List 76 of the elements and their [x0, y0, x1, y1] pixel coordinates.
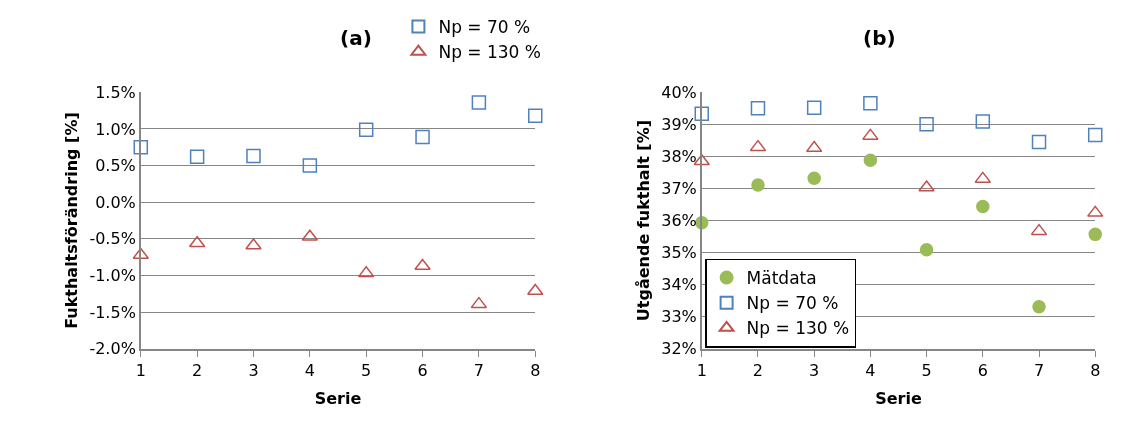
legend-label: Np = 70 % — [746, 293, 839, 314]
y-axis-title: Utgående fukthalt [%] — [633, 119, 653, 322]
legend-label: Np = 130 % — [438, 42, 541, 63]
y-tick-label: 1.0% — [95, 119, 136, 139]
x-tick-label: 1 — [696, 360, 707, 380]
chart-title: (a) — [340, 26, 372, 50]
y-tick-label: 32% — [661, 339, 697, 359]
chart-title: (b) — [863, 26, 896, 50]
y-tick-label: 36% — [661, 211, 697, 231]
point — [751, 178, 765, 192]
x-axis-title: Serie — [314, 388, 362, 408]
point — [806, 100, 822, 115]
y-tick-label: 0.0% — [95, 192, 136, 212]
y-tick-label: 33% — [661, 307, 697, 327]
x-tick-label: 5 — [361, 360, 372, 380]
point — [1031, 134, 1047, 150]
point — [528, 108, 543, 123]
x-tick-label: 2 — [752, 360, 764, 380]
point — [976, 199, 990, 214]
x-tick-label: 3 — [809, 360, 820, 380]
x-axis-title: Serie — [875, 388, 922, 408]
y-tick-label: -1.0% — [89, 266, 136, 286]
legend-label: Np = 70 % — [438, 17, 531, 38]
point — [749, 139, 767, 152]
y-tick-label: -1.5% — [89, 302, 136, 322]
x-tick-label: 7 — [1033, 360, 1045, 380]
point — [246, 148, 261, 164]
point — [862, 128, 879, 140]
point — [132, 247, 150, 260]
y-tick-label: 39% — [661, 114, 697, 134]
point — [414, 258, 431, 271]
x-tick-label: 6 — [417, 360, 428, 380]
point — [133, 140, 149, 155]
point — [863, 95, 878, 111]
y-tick-label: 38% — [661, 147, 697, 167]
y-tick-label: -0.5% — [89, 229, 136, 249]
point — [919, 243, 934, 257]
point — [1032, 300, 1046, 314]
point — [750, 101, 766, 116]
y-tick-label: 37% — [661, 179, 697, 199]
x-tick-label: 5 — [921, 360, 932, 380]
y-axis-title: Fukthaltsförändring [%] — [61, 112, 81, 329]
point — [358, 122, 374, 137]
point — [1030, 223, 1048, 236]
point — [302, 158, 318, 173]
y-tick-label: 1.5% — [95, 82, 136, 102]
point — [918, 180, 935, 192]
point — [805, 140, 823, 153]
legend-label: Np = 130 % — [746, 318, 850, 339]
point — [975, 114, 991, 129]
legend-label: Mätdata — [746, 268, 817, 289]
y-tick-label: -2.0% — [89, 339, 136, 359]
y-tick-label: 0.5% — [95, 156, 136, 176]
point — [863, 153, 878, 168]
y-tick-label: 40% — [661, 82, 697, 102]
point — [1087, 127, 1103, 143]
point — [245, 238, 262, 250]
x-tick-label: 1 — [135, 360, 146, 380]
point — [189, 149, 205, 165]
x-tick-label: 4 — [304, 360, 315, 380]
x-tick-label: 8 — [530, 360, 541, 380]
point — [415, 129, 430, 145]
x-tick-label: 6 — [977, 360, 988, 380]
point — [1088, 227, 1102, 242]
x-tick-label: 3 — [248, 360, 259, 380]
x-tick-label: 7 — [473, 360, 484, 380]
point — [471, 95, 487, 110]
x-tick-label: 8 — [1090, 360, 1101, 380]
point — [694, 106, 710, 122]
point — [807, 171, 821, 185]
x-tick-label: 2 — [192, 360, 203, 380]
point — [470, 296, 488, 309]
point — [919, 117, 934, 132]
y-tick-label: 34% — [661, 275, 697, 295]
y-tick-label: 35% — [661, 243, 697, 263]
x-tick-label: 4 — [865, 360, 876, 380]
